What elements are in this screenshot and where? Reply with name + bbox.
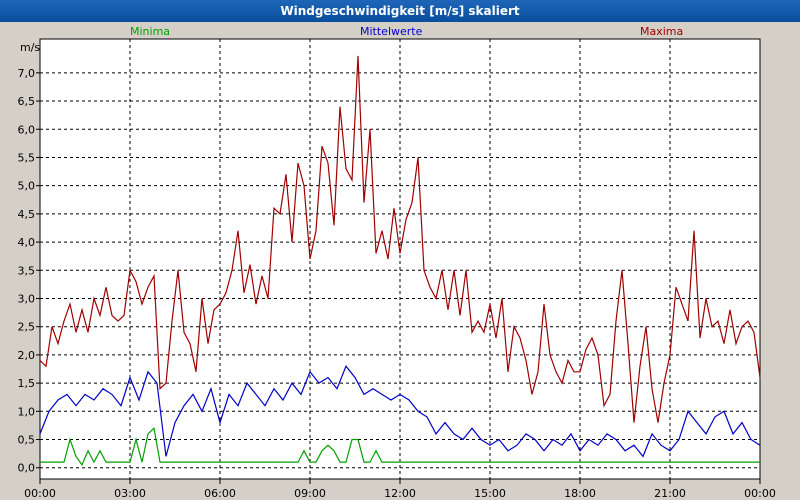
y-tick-label: 6,5 [18,95,36,108]
y-tick-label: 1,5 [18,377,36,390]
y-tick-label: 4,5 [18,208,36,221]
y-tick-label: 0,5 [18,434,36,447]
y-tick-label: 4,0 [18,236,36,249]
chart: Minima Mittelwerte Maxima m/s 0,0 0,5 1,0 1… [18,25,776,500]
chart-title: Windgeschwindigkeit [m/s] skaliert [0,0,800,22]
y-tick-label: 0,0 [18,462,36,475]
series-line-maxima [39,55,761,423]
series-line-mittelwerte [39,365,761,458]
y-tick-label: 1,0 [18,405,36,418]
legend-mittelwerte: Mittelwerte [360,25,423,38]
x-tick-time: 21:00 [654,487,686,500]
y-axis-unit: m/s [20,41,40,54]
x-tick-time: 06:00 [204,487,236,500]
legend-minima: Minima [130,25,170,38]
y-tick-label: 2,0 [18,349,36,362]
y-tick-label: 5,5 [18,151,36,164]
x-tick-time: 12:00 [384,487,416,500]
x-tick-time: 09:00 [294,487,326,500]
y-tick-label: 2,5 [18,321,36,334]
y-tick-label: 3,5 [18,264,36,277]
x-tick-time: 15:00 [474,487,506,500]
x-tick-time: 00:00 [744,487,776,500]
series-line-minima [40,426,760,467]
legend-maxima: Maxima [640,25,683,38]
x-tick-time: 18:00 [564,487,596,500]
x-tick-time: 00:00 [24,487,56,500]
x-tick-time: 03:00 [114,487,146,500]
y-tick-label: 3,0 [18,292,36,305]
y-tick-label: 7,0 [18,67,36,80]
y-tick-label: 6,0 [18,123,36,136]
y-tick-label: 5,0 [18,180,36,193]
